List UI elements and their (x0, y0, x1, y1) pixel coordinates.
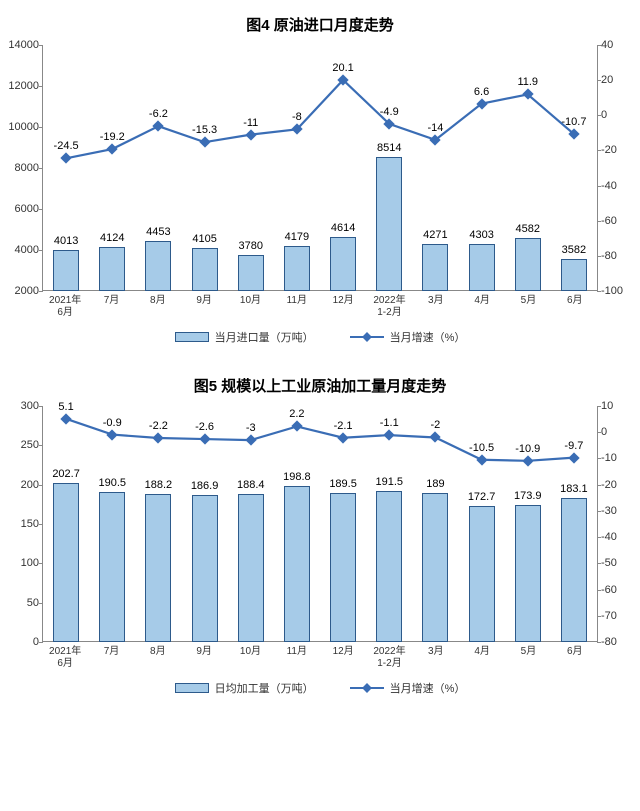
chart4-legend-line: 当月增速（%） (350, 329, 466, 345)
bar-swatch-icon (175, 332, 209, 342)
chart5-legend-bar-label: 日均加工量（万吨） (215, 680, 314, 696)
chart5-legend: 日均加工量（万吨） 当月增速（%） (0, 670, 640, 712)
chart5-x-label: 6月 (552, 646, 598, 670)
chart5-x-label: 8月 (135, 646, 181, 670)
chart4-legend-bar: 当月进口量（万吨） (175, 329, 314, 345)
chart5-line-label: -3 (246, 422, 256, 434)
chart4-line-label: -4.9 (380, 106, 399, 118)
chart4-x-label: 3月 (413, 295, 459, 319)
chart5-x-label: 9月 (181, 646, 227, 670)
chart5-x-axis: 2021年 6月7月8月9月10月11月12月2022年 1-2月3月4月5月6… (42, 646, 598, 670)
chart5-line-label: 2.2 (289, 408, 304, 420)
chart5-line-label: -2.6 (195, 421, 214, 433)
chart4-line-label: 6.6 (474, 86, 489, 98)
chart5-x-label: 2022年 1-2月 (366, 646, 412, 670)
chart4-plot: 2000400060008000100001200014000-100-80-6… (42, 45, 598, 291)
chart5-line-label: -2 (431, 419, 441, 431)
chart4-x-label: 6月 (552, 295, 598, 319)
chart5-line-label: -10.9 (515, 443, 540, 455)
chart4-line-label: -10.7 (561, 116, 586, 128)
chart4-x-label: 11月 (274, 295, 320, 319)
chart4-title: 图4 原油进口月度走势 (0, 0, 640, 45)
chart4-line-label: -6.2 (149, 108, 168, 120)
chart5-y2-axis: -80-70-60-50-40-30-20-10010 (601, 406, 637, 642)
chart5-x-label: 4月 (459, 646, 505, 670)
chart4-line (43, 45, 597, 291)
chart5-line-label: -2.2 (149, 420, 168, 432)
chart5-legend-bar: 日均加工量（万吨） (175, 680, 314, 696)
chart4-x-label: 8月 (135, 295, 181, 319)
chart4-x-label: 7月 (88, 295, 134, 319)
chart4-legend-line-label: 当月增速（%） (390, 329, 466, 345)
chart5-line-label: -10.5 (469, 442, 494, 454)
chart4-line-label: -11 (243, 117, 258, 129)
chart4-legend: 当月进口量（万吨） 当月增速（%） (0, 319, 640, 361)
chart4-x-label: 4月 (459, 295, 505, 319)
chart4-line-label: -15.3 (192, 124, 217, 136)
chart4-x-label: 12月 (320, 295, 366, 319)
chart5-line-label: -2.1 (334, 420, 353, 432)
chart4-legend-bar-label: 当月进口量（万吨） (215, 329, 314, 345)
chart5-x-label: 5月 (505, 646, 551, 670)
chart5-x-label: 3月 (413, 646, 459, 670)
chart5-line-label: -1.1 (380, 417, 399, 429)
line-swatch-icon (350, 683, 384, 693)
chart4-x-label: 5月 (505, 295, 551, 319)
chart4-x-axis: 2021年 6月7月8月9月10月11月12月2022年 1-2月3月4月5月6… (42, 295, 598, 319)
chart4-x-label: 2021年 6月 (42, 295, 88, 319)
chart5-x-label: 10月 (227, 646, 273, 670)
chart5-legend-line-label: 当月增速（%） (390, 680, 466, 696)
line-swatch-icon (350, 332, 384, 342)
chart5-line-label: -0.9 (103, 417, 122, 429)
chart5-line (43, 406, 597, 642)
chart4-line-label: -14 (427, 122, 443, 134)
chart5-container: 图5 规模以上工业原油加工量月度走势050100150200250300-80-… (0, 361, 640, 712)
chart4-y1-axis: 2000400060008000100001200014000 (3, 45, 39, 291)
chart5-legend-line: 当月增速（%） (350, 680, 466, 696)
chart5-title: 图5 规模以上工业原油加工量月度走势 (0, 361, 640, 406)
chart4-line-label: -8 (292, 111, 302, 123)
chart4-line-label: 11.9 (517, 76, 538, 88)
chart4-line-label: 20.1 (332, 62, 353, 74)
chart5-x-label: 11月 (274, 646, 320, 670)
chart5-line-label: 5.1 (58, 401, 73, 413)
chart4-x-label: 10月 (227, 295, 273, 319)
chart5-x-label: 12月 (320, 646, 366, 670)
chart4-y2-axis: -100-80-60-40-2002040 (601, 45, 637, 291)
chart4-line-label: -19.2 (100, 131, 125, 143)
chart5-plot: 050100150200250300-80-70-60-50-40-30-20-… (42, 406, 598, 642)
chart4-container: 图4 原油进口月度走势20004000600080001000012000140… (0, 0, 640, 361)
chart5-x-label: 7月 (88, 646, 134, 670)
chart5-line-label: -9.7 (564, 440, 583, 452)
chart4-x-label: 9月 (181, 295, 227, 319)
chart4-line-label: -24.5 (54, 140, 79, 152)
chart5-x-label: 2021年 6月 (42, 646, 88, 670)
chart5-y1-axis: 050100150200250300 (3, 406, 39, 642)
bar-swatch-icon (175, 683, 209, 693)
chart4-x-label: 2022年 1-2月 (366, 295, 412, 319)
